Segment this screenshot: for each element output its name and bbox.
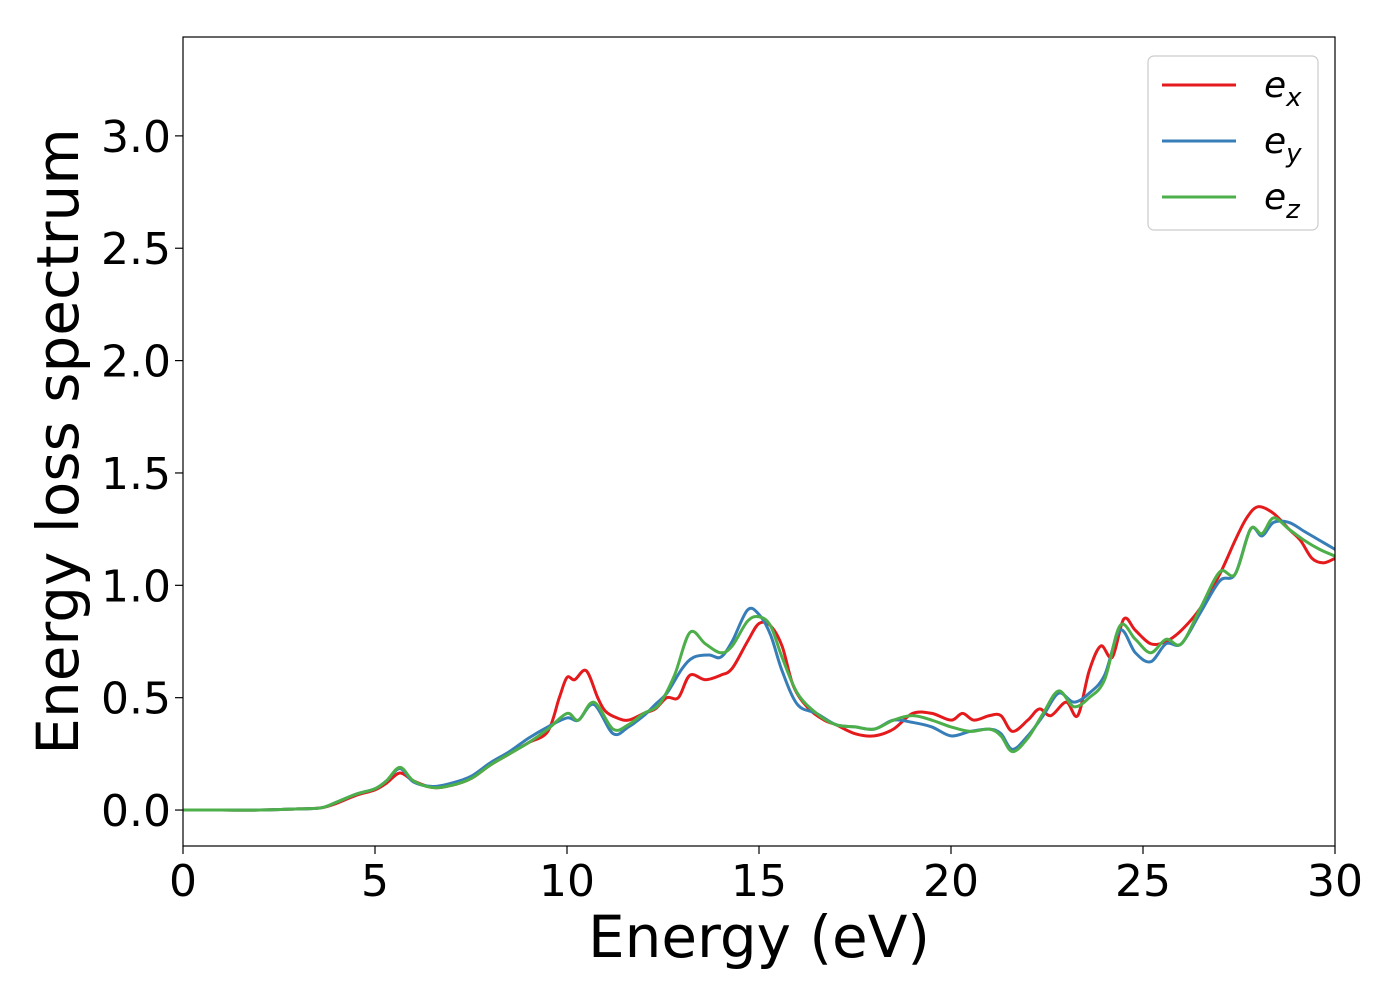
x-tick-label: 0 — [169, 856, 197, 907]
y-tick-label: 1.0 — [101, 561, 171, 612]
x-tick-label: 30 — [1307, 856, 1363, 907]
y-tick-label: 0.5 — [101, 674, 171, 725]
y-tick-label: 1.5 — [101, 449, 171, 500]
legend-label-subscript: x — [1285, 83, 1302, 113]
x-tick-label: 10 — [539, 856, 595, 907]
x-axis-ticks: 0 5 10 15 20 25 30 — [169, 846, 1363, 907]
legend-label-y: ey — [1264, 121, 1302, 169]
y-axis-ticks: 0.0 0.5 1.0 1.5 2.0 2.5 3.0 — [101, 112, 183, 837]
legend-label-z: ez — [1264, 177, 1301, 225]
y-axis-label: Energy loss spectrum — [24, 128, 92, 754]
y-tick-label: 2.0 — [101, 337, 171, 388]
y-tick-label: 3.0 — [101, 112, 171, 163]
x-tick-label: 25 — [1115, 856, 1171, 907]
y-tick-label: 2.5 — [101, 224, 171, 275]
x-tick-label: 5 — [361, 856, 389, 907]
legend-label-base: e — [1264, 177, 1286, 218]
legend-label-subscript: y — [1285, 139, 1302, 169]
x-axis-label: Energy (eV) — [588, 903, 930, 971]
x-tick-label: 20 — [923, 856, 979, 907]
legend-label-base: e — [1264, 121, 1286, 162]
x-tick-label: 15 — [731, 856, 787, 907]
legend-box — [1147, 55, 1319, 231]
series-line-z — [183, 516, 1335, 812]
legend-label-x: ex — [1264, 65, 1302, 113]
y-tick-label: 0.0 — [101, 786, 171, 837]
legend-label-base: e — [1264, 65, 1286, 106]
series-line-y — [183, 519, 1335, 812]
plot-layer — [183, 505, 1335, 812]
series-line-x — [183, 505, 1335, 812]
legend-label-subscript: z — [1285, 195, 1301, 225]
